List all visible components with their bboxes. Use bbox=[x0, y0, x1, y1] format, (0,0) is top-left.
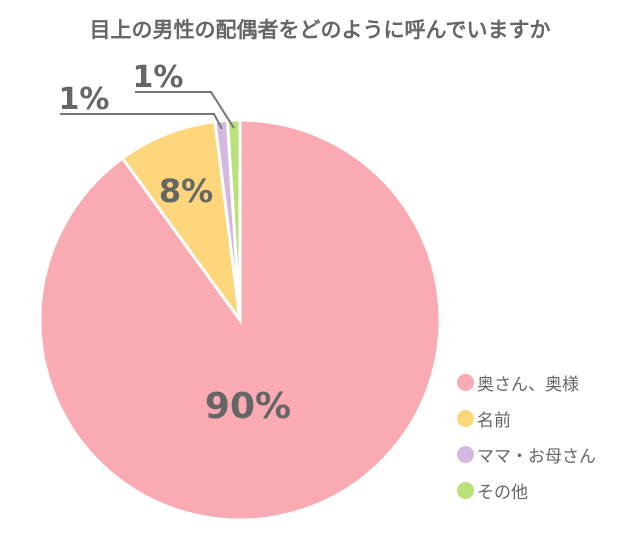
legend-swatch bbox=[457, 481, 474, 499]
chart-title: 目上の男性の配偶者をどのように呼んでいますか bbox=[89, 18, 551, 42]
leader-line bbox=[60, 113, 223, 130]
data-label: 90% bbox=[205, 386, 291, 427]
leader-line bbox=[135, 91, 235, 129]
legend-label: 奥さん、奥様 bbox=[477, 374, 579, 395]
legend-item: 名前 bbox=[457, 400, 596, 436]
legend-swatch bbox=[457, 373, 474, 391]
data-label: 8% bbox=[159, 172, 213, 210]
pie-slice bbox=[225, 118, 242, 321]
legend-item: その他 bbox=[457, 472, 596, 508]
legend-swatch bbox=[457, 445, 474, 463]
data-label: 1% bbox=[133, 60, 184, 95]
legend-label: その他 bbox=[477, 482, 528, 503]
data-label: 1% bbox=[59, 82, 110, 117]
legend-label: 名前 bbox=[477, 410, 511, 431]
legend: 奥さん、奥様 名前 ママ・お母さん その他 bbox=[457, 364, 596, 508]
legend-swatch bbox=[457, 409, 474, 427]
pie-slice bbox=[120, 119, 242, 321]
legend-item: 奥さん、奥様 bbox=[457, 364, 596, 400]
legend-label: ママ・お母さん bbox=[477, 446, 596, 467]
legend-item: ママ・お母さん bbox=[457, 436, 596, 472]
